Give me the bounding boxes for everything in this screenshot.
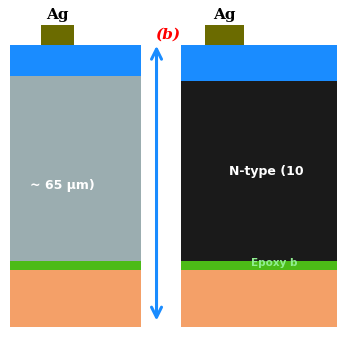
Bar	[263, 82, 278, 105]
Text: Ag: Ag	[213, 8, 236, 22]
Bar	[181, 260, 337, 270]
Bar	[240, 82, 255, 105]
Bar	[181, 45, 337, 260]
Bar	[10, 260, 141, 270]
Bar	[10, 45, 141, 76]
Bar	[216, 82, 231, 105]
Bar	[10, 76, 141, 260]
Bar	[10, 270, 141, 327]
Bar	[205, 25, 244, 45]
Bar	[181, 45, 337, 82]
Text: (b): (b)	[155, 27, 180, 41]
Bar	[41, 25, 74, 45]
Text: ~ 65 μm): ~ 65 μm)	[30, 179, 95, 192]
Bar	[310, 82, 325, 105]
Bar	[287, 82, 301, 105]
Text: N-type (10: N-type (10	[229, 165, 304, 178]
Bar	[181, 270, 337, 327]
Text: Ag: Ag	[46, 8, 69, 22]
Bar	[193, 82, 207, 105]
Text: Epoxy b: Epoxy b	[251, 258, 298, 268]
